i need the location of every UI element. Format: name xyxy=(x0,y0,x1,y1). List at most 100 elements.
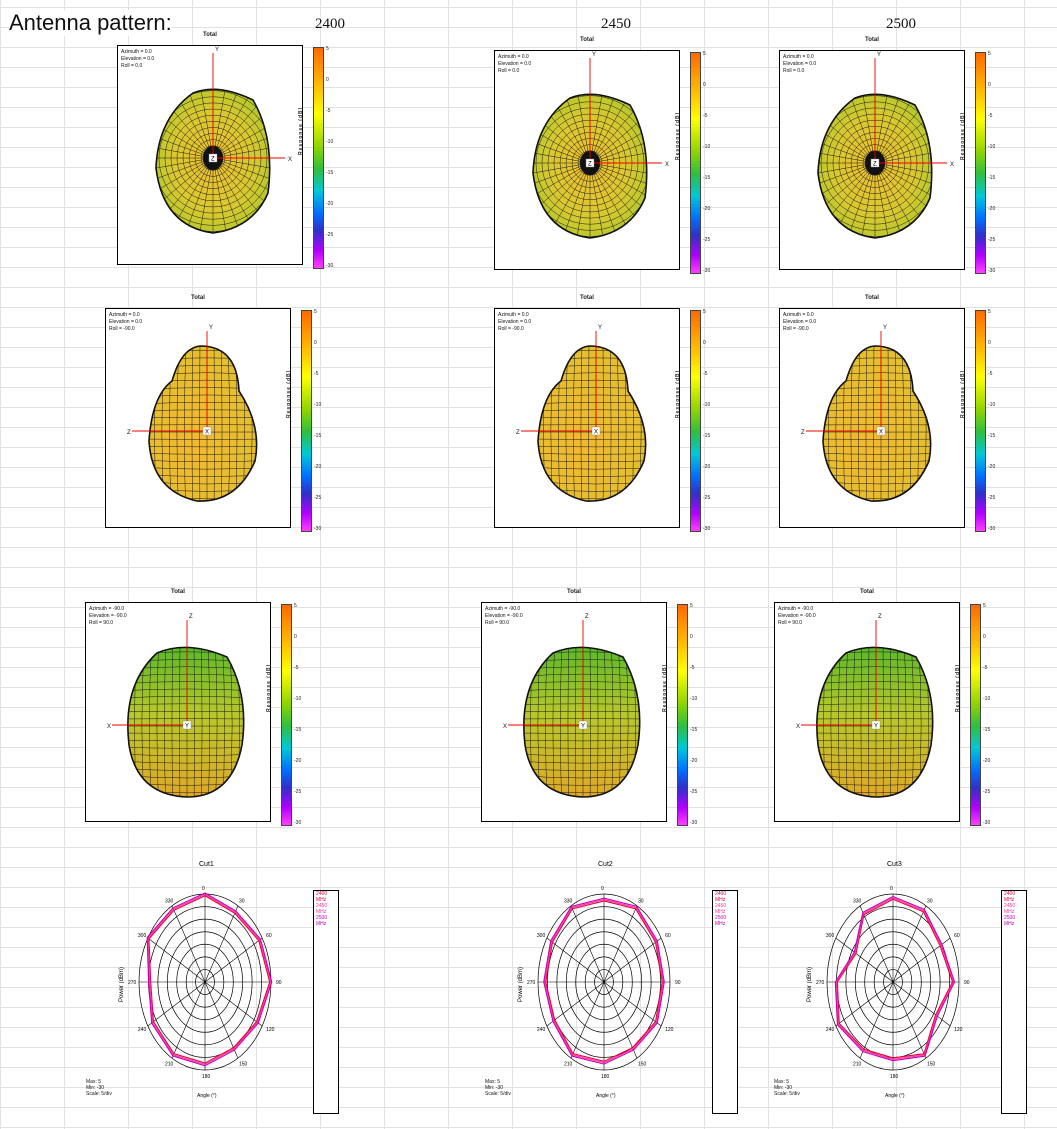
colorbar-tick: 0 xyxy=(314,340,317,346)
roll-label: Roll = 0.0 xyxy=(498,68,520,74)
legend-item-2500: 2500 MHz xyxy=(1004,915,1016,927)
polar-info: Max: 5 Min: -30 Scale: 5/div xyxy=(774,1079,800,1097)
colorbar-tick: 5 xyxy=(703,51,706,57)
radiation-pattern-3d: Z X Y xyxy=(796,614,934,798)
angle-tick-label: 120 xyxy=(954,1027,963,1033)
colorbar-tick: -10 xyxy=(988,402,996,408)
colorbar-tick: -5 xyxy=(703,113,708,119)
polar-info-line: Max: 5 xyxy=(485,1079,501,1085)
colorbar-tick: -10 xyxy=(983,696,991,702)
angle-tick-label: 150 xyxy=(927,1061,936,1067)
angle-tick-label: 210 xyxy=(165,1061,174,1067)
angle-tick-label: 300 xyxy=(138,933,147,939)
colorbar-label: Response (dB) xyxy=(960,111,966,160)
colorbar-tick: -20 xyxy=(690,758,698,764)
polar-ylabel: Power (dBm) xyxy=(807,967,813,1002)
angle-tick-label: 90 xyxy=(675,980,681,986)
series-2400-line xyxy=(836,898,954,1059)
roll-label: Roll = -90.0 xyxy=(783,326,809,332)
colorbar-tick: -15 xyxy=(703,175,711,181)
angle-tick-label: 180 xyxy=(890,1074,899,1080)
plot-frame: Azimuth = -90.0 Elevation = -90.0 Roll =… xyxy=(774,602,960,822)
colorbar-tick: 0 xyxy=(988,82,991,88)
colorbar-tick: 0 xyxy=(326,77,329,83)
colorbar-tick: -10 xyxy=(294,696,302,702)
view-info: Azimuth = 0.0 Elevation = 0.0 Roll = -90… xyxy=(783,312,816,333)
colorbar-tick: -25 xyxy=(326,232,334,238)
angle-tick-label: 90 xyxy=(276,980,282,986)
freq-label-2500: 2500 xyxy=(886,16,916,32)
colorbar-tick: 0 xyxy=(703,340,706,346)
series-2400-line xyxy=(545,900,663,1062)
azimuth-label: Azimuth = 0.0 xyxy=(121,49,152,55)
angle-tick-label: 180 xyxy=(601,1074,610,1080)
angle-tick-label: 330 xyxy=(853,899,862,905)
colorbar-label: Response (dB) xyxy=(955,663,961,712)
angle-tick-label: 240 xyxy=(537,1027,546,1033)
axis-label: Z xyxy=(127,430,131,436)
colorbar xyxy=(690,310,701,532)
elevation-label: Elevation = 0.0 xyxy=(783,61,817,67)
colorbar-tick: -25 xyxy=(983,789,991,795)
axis-label: X xyxy=(665,162,669,168)
axis-label: X xyxy=(950,162,954,168)
angle-tick-label: 60 xyxy=(266,933,272,939)
colorbar-tick: 0 xyxy=(703,82,706,88)
colorbar-tick: -20 xyxy=(314,464,322,470)
roll-label: Roll = 90.0 xyxy=(485,620,510,626)
radiation-pattern-3d: Y X Z xyxy=(155,47,292,234)
colorbar-tick: -15 xyxy=(690,727,698,733)
colorbar-tick: 5 xyxy=(988,309,991,315)
panel-title: Total xyxy=(865,37,879,43)
angle-tick-label: 60 xyxy=(665,933,671,939)
azimuth-label: Azimuth = -90.0 xyxy=(485,606,521,612)
freq-label-2450: 2450 xyxy=(601,16,631,32)
colorbar-tick: -5 xyxy=(988,113,993,119)
panel-title: Total xyxy=(860,589,874,595)
radiation-pattern-3d: Y Z X xyxy=(516,325,647,502)
angle-tick-label: 90 xyxy=(964,980,970,986)
colorbar-tick: 5 xyxy=(703,309,706,315)
axis-label: Y xyxy=(883,325,887,331)
series-2450-line xyxy=(147,893,272,1066)
axis-label: Z xyxy=(801,430,805,436)
colorbar-tick: -5 xyxy=(983,665,988,671)
elevation-label: Elevation = 0.0 xyxy=(498,61,532,67)
colorbar-tick: -30 xyxy=(326,263,334,269)
colorbar xyxy=(677,604,688,826)
azimuth-label: Azimuth = 0.0 xyxy=(498,54,529,60)
colorbar-tick: 0 xyxy=(988,340,991,346)
roll-label: Roll = 90.0 xyxy=(778,620,803,626)
colorbar xyxy=(975,52,986,274)
polar-info-line: Min: -30 xyxy=(485,1085,504,1091)
colorbar-tick: 0 xyxy=(294,634,297,640)
axis-label: Y xyxy=(209,325,213,331)
colorbar-label: Response (dB) xyxy=(675,111,681,160)
colorbar-tick: 5 xyxy=(988,51,991,57)
colorbar-tick: 5 xyxy=(983,603,986,609)
roll-label: Roll = -90.0 xyxy=(498,326,524,332)
plot-frame: Azimuth = -90.0 Elevation = -90.0 Roll =… xyxy=(481,602,667,822)
angle-tick-label: 300 xyxy=(537,933,546,939)
plot-frame: Azimuth = 0.0 Elevation = 0.0 Roll = -90… xyxy=(105,308,291,528)
colorbar-tick: -30 xyxy=(314,526,322,532)
colorbar-tick: -25 xyxy=(988,495,996,501)
colorbar xyxy=(313,47,324,269)
series-2500-line xyxy=(543,897,665,1065)
angle-tick-label: 150 xyxy=(638,1061,647,1067)
radiation-pattern-3d: Z X Y xyxy=(503,614,641,798)
axis-label: Y xyxy=(185,724,189,730)
axis-label: Y xyxy=(215,47,219,53)
colorbar xyxy=(970,604,981,826)
colorbar xyxy=(690,52,701,274)
angle-tick-label: 60 xyxy=(954,933,960,939)
axis-label: Z xyxy=(516,430,520,436)
panel-title: Total xyxy=(580,295,594,301)
plot-frame: Azimuth = -90.0 Elevation = -90.0 Roll =… xyxy=(85,602,271,822)
colorbar-tick: -15 xyxy=(988,175,996,181)
angle-tick-label: 240 xyxy=(826,1027,835,1033)
colorbar-tick: -25 xyxy=(703,495,711,501)
colorbar-tick: -10 xyxy=(703,144,711,150)
azimuth-label: Azimuth = -90.0 xyxy=(778,606,814,612)
polar-xlabel: Angle (°) xyxy=(885,1093,905,1099)
